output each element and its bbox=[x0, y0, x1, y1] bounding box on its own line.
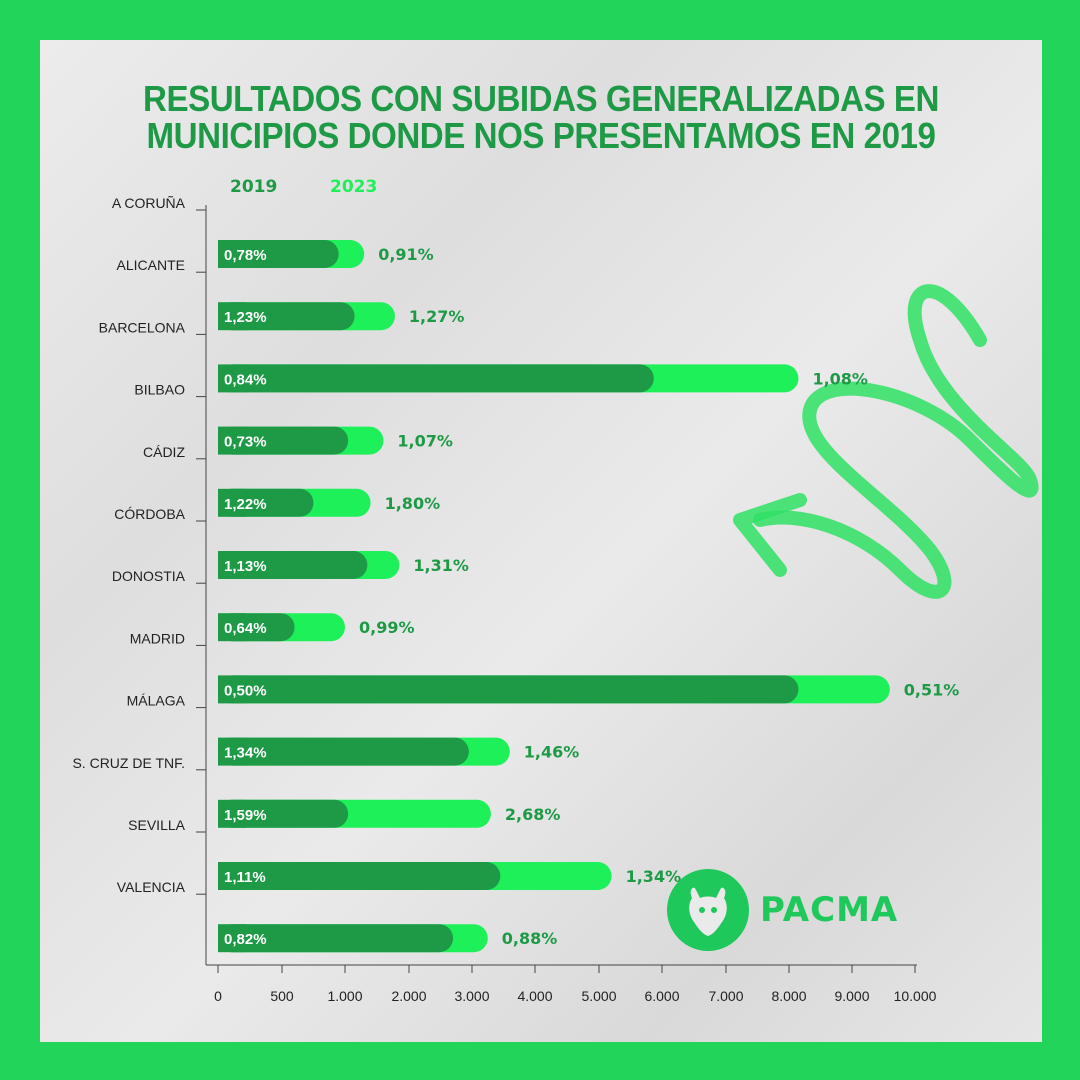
bar-2019 bbox=[218, 675, 799, 704]
infographic-card: RESULTADOS CON SUBIDAS GENERALIZADAS EN … bbox=[40, 40, 1042, 1042]
scribble-arrow-doodle bbox=[733, 284, 1039, 599]
bar-2019 bbox=[218, 302, 355, 331]
bar-label-2019: 0,64% bbox=[224, 620, 267, 637]
bar-label-2023: 0,88% bbox=[502, 929, 558, 948]
bar-2019-flat-start bbox=[218, 488, 246, 517]
bar-label-2023: 0,99% bbox=[359, 618, 415, 637]
bar-2019 bbox=[218, 799, 349, 828]
x-tick-label: 1.000 bbox=[327, 988, 362, 1004]
bar-2019 bbox=[218, 551, 368, 579]
bar-label-2019: 0,84% bbox=[224, 371, 267, 388]
x-tick-label: 2.000 bbox=[391, 988, 426, 1004]
bar-label-2023: 1,07% bbox=[397, 432, 453, 451]
category-label: SEVILLA bbox=[128, 817, 185, 833]
category-label: ALICANTE bbox=[117, 257, 185, 273]
bar-2019 bbox=[218, 240, 339, 268]
bar-label-2019: 1,23% bbox=[224, 309, 267, 326]
x-tick-label: 10.000 bbox=[894, 988, 937, 1004]
chart-title-line1: RESULTADOS CON SUBIDAS GENERALIZADAS EN bbox=[142, 78, 940, 119]
bar-label-2023: 1,34% bbox=[626, 867, 682, 886]
bar-2019-flat-start bbox=[218, 799, 246, 828]
bar-2019 bbox=[218, 862, 501, 890]
category-label: A CORUÑA bbox=[112, 195, 186, 211]
bar-label-2019: 1,34% bbox=[224, 745, 267, 762]
bar-label-2023: 1,08% bbox=[812, 369, 868, 388]
bar-2019-flat-start bbox=[218, 862, 246, 890]
chart-title-line2: MUNICIPIOS DONDE NOS PRESENTAMOS EN 2019 bbox=[146, 115, 936, 156]
x-tick-label: 5.000 bbox=[581, 988, 616, 1004]
x-tick-label: 9.000 bbox=[834, 988, 869, 1004]
bar-label-2019: 0,50% bbox=[224, 682, 267, 699]
legend-2023: 2023 bbox=[330, 177, 378, 197]
bar-2019-flat-start bbox=[218, 737, 246, 766]
x-tick-label: 8.000 bbox=[771, 988, 806, 1004]
x-tick-label: 500 bbox=[270, 988, 294, 1004]
bar-2019-flat-start bbox=[218, 551, 246, 579]
bar-label-2019: 1,11% bbox=[224, 869, 266, 886]
bar-2019-flat-start bbox=[218, 240, 246, 268]
bar-label-2023: 1,27% bbox=[409, 307, 465, 326]
pacma-logo-icon bbox=[667, 869, 749, 951]
bar-2019-flat-start bbox=[218, 613, 246, 642]
bar-label-2023: 0,51% bbox=[904, 680, 960, 699]
category-label: CÁDIZ bbox=[143, 444, 185, 460]
bar-label-2019: 0,73% bbox=[224, 434, 267, 451]
category-label: MADRID bbox=[130, 630, 185, 646]
bar-label-2019: 1,59% bbox=[224, 807, 267, 824]
category-label: DONOSTIA bbox=[112, 568, 186, 584]
category-label: S. CRUZ DE TNF. bbox=[72, 755, 185, 771]
bar-2019-flat-start bbox=[218, 302, 246, 331]
x-tick-label: 6.000 bbox=[644, 988, 679, 1004]
bar-2019-flat-start bbox=[218, 924, 246, 953]
category-label: CÓRDOBA bbox=[114, 506, 185, 522]
bar-2019 bbox=[218, 924, 454, 953]
category-label: BILBAO bbox=[134, 382, 185, 398]
bar-2019-flat-start bbox=[218, 675, 246, 704]
category-label: MÁLAGA bbox=[127, 693, 186, 709]
bar-label-2023: 2,68% bbox=[505, 805, 561, 824]
bar-label-2019: 0,82% bbox=[224, 931, 267, 948]
bar-chart: 0 500 1.000 2.000 3.000 4.000 5.000 6.000 7.000 8… bbox=[72, 195, 960, 1004]
chart-title: RESULTADOS CON SUBIDAS GENERALIZADAS EN … bbox=[80, 80, 1002, 154]
bar-2019 bbox=[218, 426, 349, 455]
x-tick-label: 4.000 bbox=[517, 988, 552, 1004]
bar-2019-flat-start bbox=[218, 426, 246, 455]
bar-2019 bbox=[218, 737, 469, 766]
bar-label-2019: 1,13% bbox=[224, 558, 267, 575]
category-label: BARCELONA bbox=[99, 319, 186, 335]
brand-name: PACMA bbox=[760, 890, 899, 930]
bar-label-2023: 1,46% bbox=[524, 743, 580, 762]
bar-2019 bbox=[218, 364, 654, 393]
bar-label-2023: 1,80% bbox=[385, 494, 441, 513]
bar-label-2023: 0,91% bbox=[378, 245, 434, 264]
x-tick-label: 3.000 bbox=[454, 988, 489, 1004]
bar-2019-flat-start bbox=[218, 364, 246, 393]
bar-label-2019: 1,22% bbox=[224, 496, 267, 513]
bar-label-2019: 0,78% bbox=[224, 247, 267, 264]
legend-2019: 2019 bbox=[230, 177, 278, 197]
x-tick-label: 0 bbox=[214, 988, 222, 1004]
bar-label-2023: 1,31% bbox=[413, 556, 469, 575]
x-tick-label: 7.000 bbox=[708, 988, 743, 1004]
category-label: VALENCIA bbox=[117, 879, 186, 895]
